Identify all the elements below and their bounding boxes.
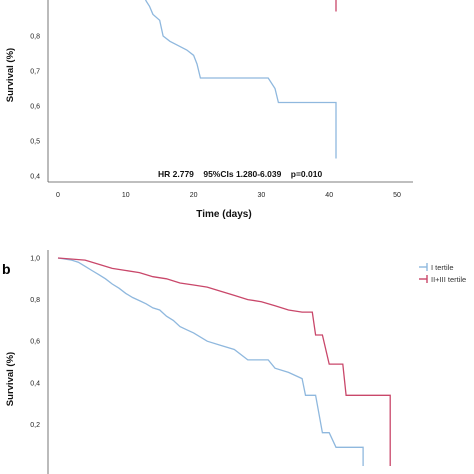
panel-a-y-tick-0-7: 0,7: [30, 69, 40, 76]
panel-a-x-tick-10: 10: [122, 192, 130, 199]
panel-b-y-tick-1-0: 1,0: [30, 256, 40, 263]
panel-a-y-tick-0-6: 0,6: [30, 104, 40, 111]
panel-a-x-tick-50: 50: [393, 192, 401, 199]
panel-a-y-axis-label: Survival (%): [5, 48, 16, 102]
legend-label-i-tertile: I tertile: [431, 263, 454, 272]
panel-b-y-tick-0-6: 0,6: [30, 339, 40, 346]
panel-b-chart: b 1,0 0,8 0,6 0,4 0,2 I tertile II+III terti…: [2, 250, 466, 474]
panel-a-x-tick-30: 30: [258, 192, 266, 199]
panel-a-chart: 0,4 0,5 0,6 0,7 0,8 0 10 20 30 40 50 HR 2.779 95%…: [5, 0, 413, 220]
panel-a-x-tick-20: 20: [190, 192, 198, 199]
panel-b-legend: I tertile II+III tertile: [419, 263, 466, 284]
panel-a-y-tick-0-8: 0,8: [30, 34, 40, 41]
panel-b-label: b: [2, 261, 11, 277]
panel-b-y-tick-0-8: 0,8: [30, 297, 40, 304]
panel-a-plot-background: [48, 0, 413, 182]
panel-a-y-tick-0-5: 0,5: [30, 139, 40, 146]
panel-a-annotation: HR 2.779 95%CIs 1.280-6.039 p=0.010: [158, 169, 322, 179]
panel-a-x-tick-40: 40: [325, 192, 333, 199]
panel-b-y-tick-0-2: 0,2: [30, 422, 40, 429]
panel-a-x-tick-0: 0: [56, 192, 60, 199]
panel-a-x-axis-label: Time (days): [196, 209, 251, 220]
panel-b-y-tick-0-4: 0,4: [30, 380, 40, 387]
panel-b-y-axis-label: Survival (%): [5, 352, 16, 406]
panel-b-survival-curve-i-tertile: [57, 257, 364, 466]
legend-label-ii-iii-tertile: II+III tertile: [431, 275, 466, 284]
panel-a-survival-curve-1: [144, 0, 337, 159]
panel-a-y-tick-0-4: 0,4: [30, 174, 40, 181]
panel-b-survival-curve-ii-iii-tertile: [57, 257, 391, 466]
